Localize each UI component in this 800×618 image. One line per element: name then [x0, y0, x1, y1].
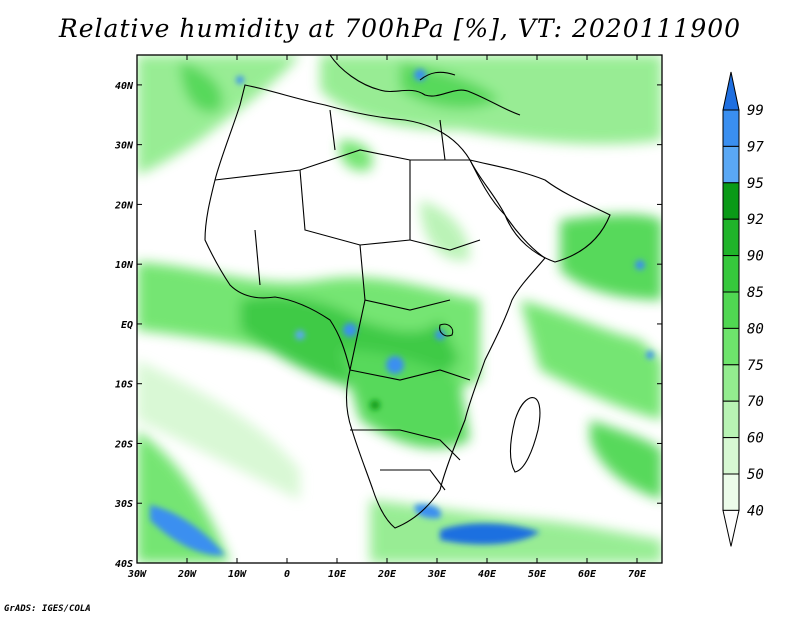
colorbar-label: 70	[747, 394, 764, 410]
lat-tick-label: EQ	[121, 320, 133, 331]
lon-tick-label: 10W	[228, 569, 247, 580]
colorbar-swatch	[722, 145, 740, 184]
colorbar-label: 75	[747, 358, 764, 374]
map-frame	[136, 54, 663, 564]
colorbar-label: 40	[747, 503, 764, 519]
lon-tick-label: 30E	[427, 569, 447, 580]
axis-ticks	[136, 55, 662, 564]
lat-tick-label: 30S	[114, 499, 133, 510]
lat-tick-label: 20N	[114, 200, 134, 211]
colorbar-label: 85	[747, 285, 764, 301]
colorbar-label: 90	[747, 249, 764, 265]
colorbar-swatch	[722, 400, 740, 439]
colorbar-label: 97	[747, 139, 764, 155]
colorbar-bottom-arrow	[722, 509, 740, 547]
colorbar-swatch	[722, 327, 740, 366]
colorbar-label: 60	[747, 431, 764, 447]
colorbar-swatch	[722, 182, 740, 220]
lon-tick-label: 40E	[478, 569, 497, 580]
colorbar-swatch	[722, 109, 740, 147]
humidity-field	[137, 55, 662, 563]
lat-tick-label: 10S	[115, 380, 133, 391]
colorbar-swatch	[722, 437, 740, 475]
lat-tick-label: 30N	[114, 141, 134, 152]
colorbar-swatch	[722, 218, 740, 257]
colorbar-label: 50	[747, 467, 764, 483]
coastlines	[204, 55, 611, 529]
lon-tick-label: 30W	[127, 569, 147, 580]
colorbar-swatch	[722, 473, 740, 511]
lat-labels: 40N 30N 20N 10N EQ 10S 20S 30S 40S	[114, 81, 134, 570]
lon-tick-label: 50E	[528, 569, 547, 580]
lon-labels: 30W 20W 10W 0 10E 20E 30E 40E 50E 60E 70E	[127, 569, 647, 580]
colorbar-label: 95	[747, 176, 764, 192]
lon-tick-label: 10E	[328, 569, 347, 580]
lat-tick-label: 20S	[114, 439, 133, 450]
colorbar-swatch	[722, 364, 740, 402]
lon-tick-label: 60E	[578, 569, 597, 580]
lon-tick-label: 20W	[177, 569, 197, 580]
colorbar-label: 80	[747, 321, 764, 337]
lat-tick-label: 10N	[115, 260, 134, 271]
credit-text: GrADS: IGES/COLA	[4, 604, 91, 614]
colorbar-swatch	[722, 255, 740, 293]
colorbar-swatch	[722, 291, 740, 329]
lon-tick-label: 0	[284, 569, 290, 580]
colorbar: 99 97 95 92 90 85 80 75 70 60 50 40	[722, 71, 764, 547]
lon-tick-label: 70E	[628, 569, 647, 580]
lon-tick-label: 20E	[377, 569, 397, 580]
lat-tick-label: 40S	[115, 559, 133, 570]
map-title: Relative humidity at 700hPa [%], VT: 202…	[58, 14, 742, 43]
colorbar-label: 92	[747, 212, 764, 228]
lat-tick-label: 40N	[115, 81, 134, 92]
colorbar-label: 99	[747, 103, 764, 119]
colorbar-top-arrow	[722, 71, 740, 111]
